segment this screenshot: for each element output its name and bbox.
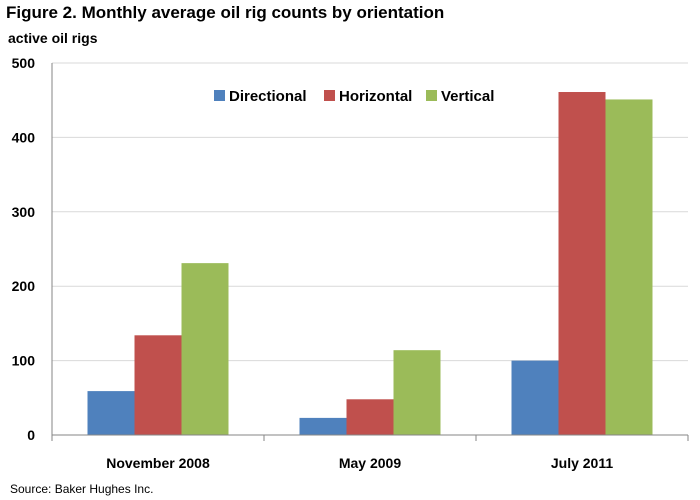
legend-swatch-horizontal (324, 90, 335, 101)
bar-directional-3 (511, 360, 559, 435)
bar-directional-1 (87, 391, 135, 435)
legend: Directional Horizontal Vertical (214, 88, 494, 105)
legend-swatch-vertical (426, 90, 437, 101)
y-tick-label: 500 (12, 55, 36, 71)
y-tick-label: 100 (12, 353, 36, 369)
legend-label-directional: Directional (229, 88, 307, 105)
y-tick-label: 400 (12, 129, 36, 145)
legend-label-vertical: Vertical (441, 88, 494, 105)
y-tick-label: 0 (27, 427, 35, 443)
chart-title: Figure 2. Monthly average oil rig counts… (6, 3, 445, 22)
legend-label-horizontal: Horizontal (339, 88, 412, 105)
y-axis-label: active oil rigs (8, 30, 98, 46)
legend-swatch-directional (214, 90, 225, 101)
y-tick-label: 200 (12, 278, 36, 294)
x-tick-label: November 2008 (106, 455, 210, 471)
bar-vertical-2 (393, 350, 441, 435)
bars (87, 92, 653, 436)
x-tick-label: May 2009 (339, 455, 401, 471)
source-note: Source: Baker Hughes Inc. (10, 482, 154, 496)
bar-directional-2 (299, 417, 347, 435)
bar-vertical-3 (605, 99, 653, 436)
axes: 0 100 200 300 400 500 November 2008 May 2009 Jul… (12, 55, 689, 471)
y-tick-label: 300 (12, 204, 36, 220)
bar-horizontal-2 (346, 399, 394, 435)
x-tick-label: July 2011 (551, 455, 613, 471)
bar-horizontal-3 (558, 92, 606, 436)
bar-vertical-1 (181, 263, 229, 435)
bar-horizontal-1 (134, 335, 182, 435)
